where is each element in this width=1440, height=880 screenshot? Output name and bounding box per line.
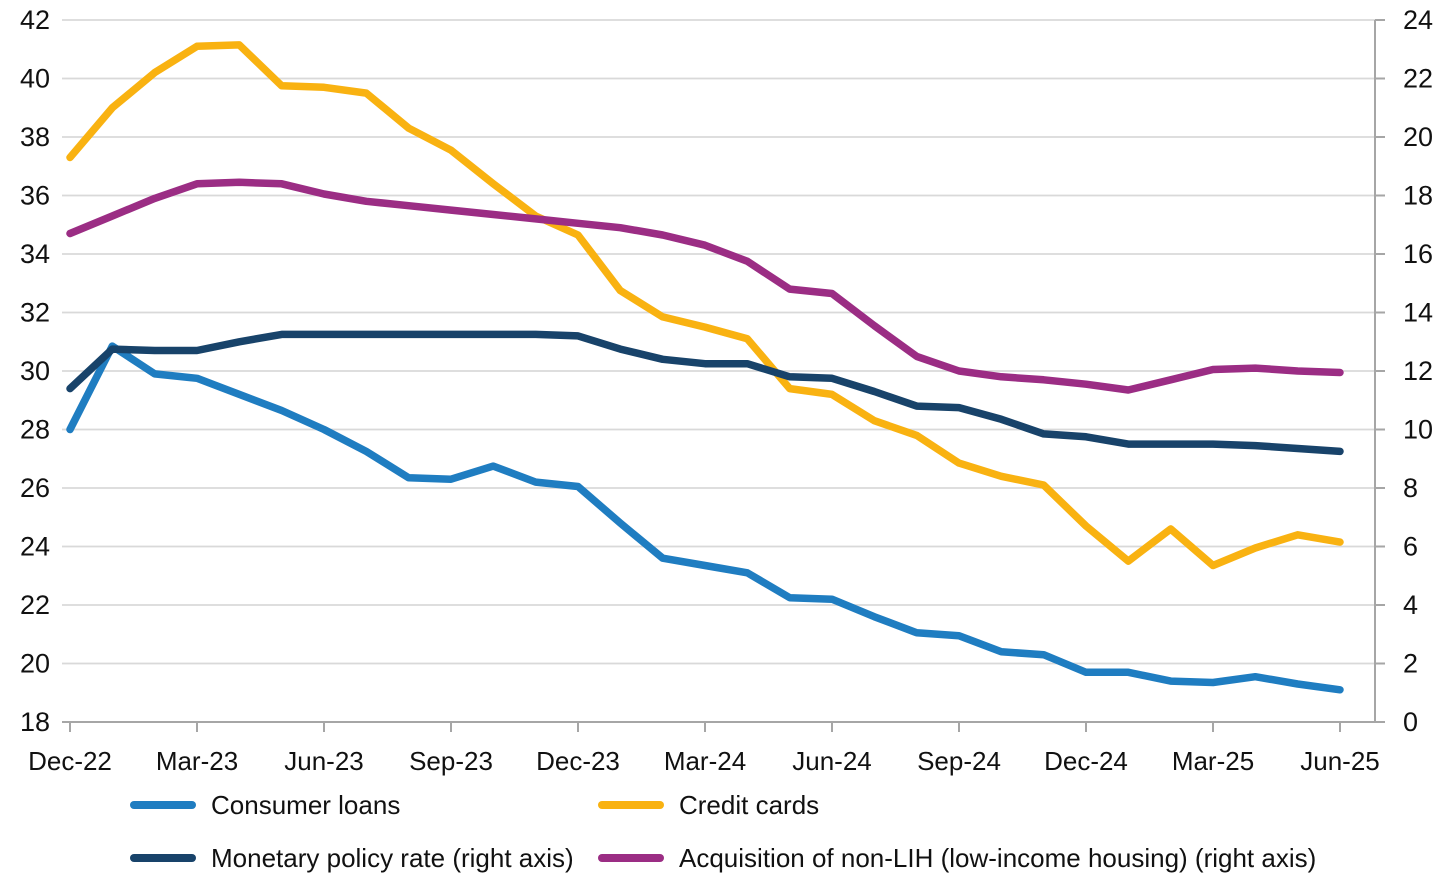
svg-text:Dec-24: Dec-24	[1044, 746, 1128, 776]
svg-text:12: 12	[1403, 356, 1433, 386]
svg-text:Dec-23: Dec-23	[536, 746, 620, 776]
x-axis: Dec-22 Mar-23 Jun-23 Sep-23 Dec-23 Mar-24 Jun-…	[28, 721, 1380, 776]
legend-item-acquisition-non-lih: Acquisition of non-LIH (low-income housi…	[598, 843, 1316, 873]
svg-text:6: 6	[1403, 532, 1418, 562]
legend-label-monetary-policy-rate: Monetary policy rate (right axis)	[211, 843, 574, 873]
svg-text:Mar-24: Mar-24	[664, 746, 746, 776]
legend-label-consumer-loans: Consumer loans	[211, 790, 401, 820]
svg-text:26: 26	[20, 473, 50, 503]
svg-text:28: 28	[20, 415, 50, 445]
svg-text:Sep-24: Sep-24	[917, 746, 1001, 776]
svg-text:0: 0	[1403, 707, 1418, 737]
svg-text:36: 36	[20, 181, 50, 211]
svg-text:Jun-23: Jun-23	[284, 746, 364, 776]
svg-text:Mar-25: Mar-25	[1172, 746, 1254, 776]
svg-text:34: 34	[20, 239, 50, 269]
svg-text:Jun-24: Jun-24	[792, 746, 872, 776]
series-line-credit-cards	[66, 41, 1344, 570]
svg-text:42: 42	[20, 5, 50, 35]
svg-text:10: 10	[1403, 415, 1433, 445]
legend-swatch-acquisition-non-lih	[598, 854, 664, 862]
series-line-consumer-loans	[66, 342, 1344, 694]
series-line-acquisition-of-non-lih-low-income-housing-right-axis	[66, 178, 1344, 394]
svg-text:22: 22	[1403, 64, 1433, 94]
svg-text:24: 24	[1403, 5, 1433, 35]
left-axis-labels: 18 20 22 24 26 28 30 32 34 36 38 40 42	[20, 5, 50, 737]
legend-swatch-monetary-policy-rate	[130, 854, 196, 862]
svg-text:14: 14	[1403, 298, 1433, 328]
svg-text:Mar-23: Mar-23	[156, 746, 238, 776]
svg-text:38: 38	[20, 122, 50, 152]
legend-label-credit-cards: Credit cards	[679, 790, 820, 820]
svg-text:16: 16	[1403, 239, 1433, 269]
svg-text:Sep-23: Sep-23	[409, 746, 493, 776]
svg-text:32: 32	[20, 298, 50, 328]
legend-item-consumer-loans: Consumer loans	[130, 790, 400, 820]
svg-text:Jun-25: Jun-25	[1300, 746, 1380, 776]
svg-text:18: 18	[20, 707, 50, 737]
legend-item-credit-cards: Credit cards	[598, 790, 819, 820]
series-line-monetary-policy-rate-right-axis	[66, 330, 1344, 456]
svg-text:20: 20	[20, 649, 50, 679]
svg-text:40: 40	[20, 64, 50, 94]
svg-text:Dec-22: Dec-22	[28, 746, 112, 776]
legend-swatch-consumer-loans	[130, 801, 196, 809]
legend-swatch-credit-cards	[598, 801, 664, 809]
line-chart-canvas: 1820222426283032343638404202468101214161…	[20, 5, 1433, 776]
svg-text:18: 18	[1403, 181, 1433, 211]
svg-text:4: 4	[1403, 590, 1418, 620]
svg-text:20: 20	[1403, 122, 1433, 152]
svg-text:22: 22	[20, 590, 50, 620]
svg-text:8: 8	[1403, 473, 1418, 503]
svg-text:30: 30	[20, 356, 50, 386]
svg-text:24: 24	[20, 532, 50, 562]
legend-item-monetary-policy-rate: Monetary policy rate (right axis)	[130, 843, 574, 873]
svg-text:2: 2	[1403, 649, 1418, 679]
legend-label-acquisition-non-lih: Acquisition of non-LIH (low-income housi…	[679, 843, 1317, 873]
gridlines	[62, 19, 1375, 723]
